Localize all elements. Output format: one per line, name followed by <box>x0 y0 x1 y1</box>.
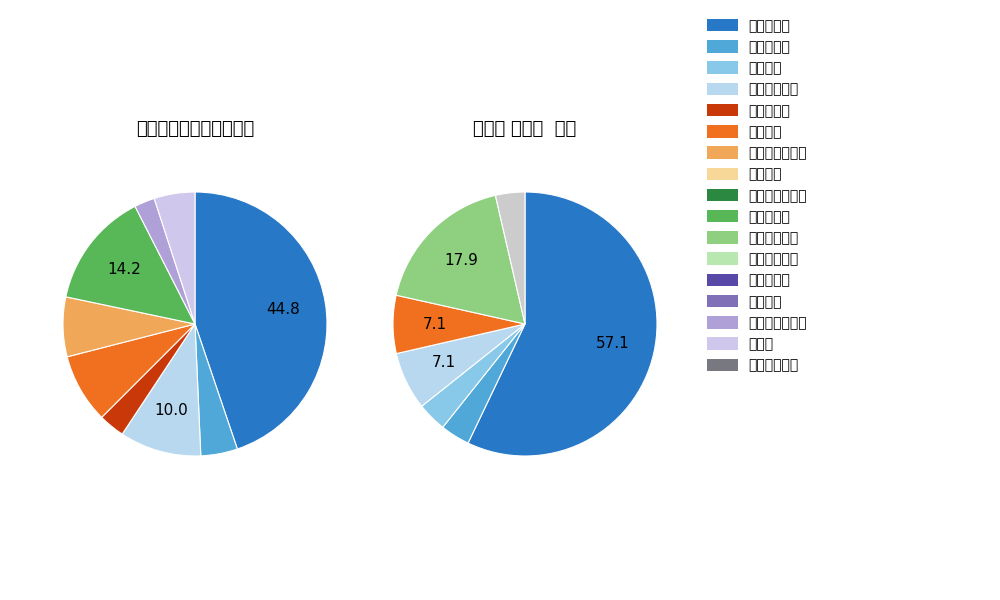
Wedge shape <box>468 192 657 456</box>
Wedge shape <box>443 324 525 443</box>
Wedge shape <box>154 192 195 324</box>
Text: 14.2: 14.2 <box>107 262 141 277</box>
Wedge shape <box>67 324 195 418</box>
Wedge shape <box>195 192 327 449</box>
Legend: ストレート, ツーシーム, シュート, カットボール, スプリット, フォーク, チェンジアップ, シンカー, 高速スライダー, スライダー, 縦スライダー, : ストレート, ツーシーム, シュート, カットボール, スプリット, フォーク,… <box>707 19 807 373</box>
Wedge shape <box>63 297 195 357</box>
Wedge shape <box>396 196 525 324</box>
Wedge shape <box>396 324 525 406</box>
Text: 44.8: 44.8 <box>267 302 300 317</box>
Text: 10.0: 10.0 <box>154 403 188 418</box>
Wedge shape <box>135 199 195 324</box>
Wedge shape <box>102 324 195 434</box>
Text: 17.9: 17.9 <box>444 253 478 268</box>
Wedge shape <box>495 192 525 324</box>
Wedge shape <box>422 324 525 427</box>
Text: 7.1: 7.1 <box>432 355 456 370</box>
Wedge shape <box>393 295 525 353</box>
Wedge shape <box>66 206 195 324</box>
Wedge shape <box>195 324 237 456</box>
Text: 57.1: 57.1 <box>596 337 629 352</box>
Text: 7.1: 7.1 <box>423 317 447 332</box>
Title: 小笠原 慎之介  選手: 小笠原 慎之介 選手 <box>473 120 577 138</box>
Title: セ・リーグ全プレイヤー: セ・リーグ全プレイヤー <box>136 120 254 138</box>
Wedge shape <box>122 324 201 456</box>
